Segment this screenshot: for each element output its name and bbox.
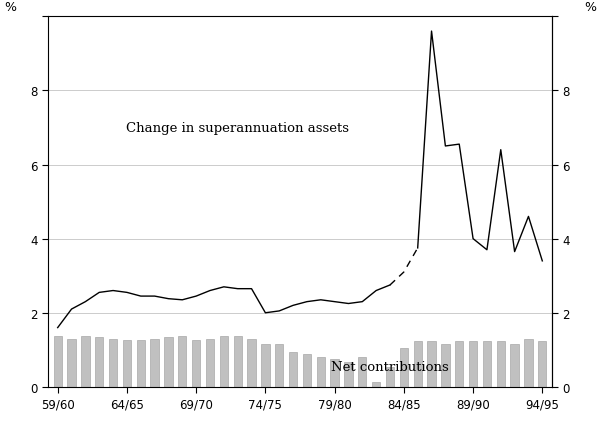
Text: %: % — [4, 0, 16, 13]
Bar — [220, 337, 228, 387]
Bar — [137, 341, 145, 387]
Bar — [275, 345, 283, 387]
Bar — [261, 345, 269, 387]
Bar — [455, 341, 463, 387]
Bar — [483, 341, 491, 387]
Bar — [178, 337, 187, 387]
Bar — [497, 341, 505, 387]
Bar — [95, 338, 103, 387]
Bar — [344, 362, 353, 387]
Text: Change in superannuation assets: Change in superannuation assets — [126, 122, 349, 135]
Bar — [441, 344, 449, 387]
Bar — [331, 359, 339, 387]
Bar — [233, 337, 242, 387]
Bar — [206, 339, 214, 387]
Bar — [538, 341, 547, 387]
Bar — [400, 349, 408, 387]
Bar — [358, 357, 367, 387]
Bar — [247, 339, 256, 387]
Bar — [53, 337, 62, 387]
Bar — [372, 382, 380, 387]
Text: Net contributions: Net contributions — [331, 360, 449, 373]
Bar — [317, 357, 325, 387]
Bar — [469, 341, 477, 387]
Bar — [81, 337, 89, 387]
Bar — [151, 339, 159, 387]
Bar — [109, 339, 117, 387]
Bar — [123, 341, 131, 387]
Bar — [192, 341, 200, 387]
Bar — [386, 367, 394, 387]
Bar — [413, 341, 422, 387]
Bar — [164, 338, 173, 387]
Text: %: % — [584, 0, 596, 13]
Bar — [303, 354, 311, 387]
Bar — [67, 339, 76, 387]
Bar — [427, 341, 436, 387]
Bar — [524, 339, 533, 387]
Bar — [289, 353, 297, 387]
Bar — [511, 344, 519, 387]
